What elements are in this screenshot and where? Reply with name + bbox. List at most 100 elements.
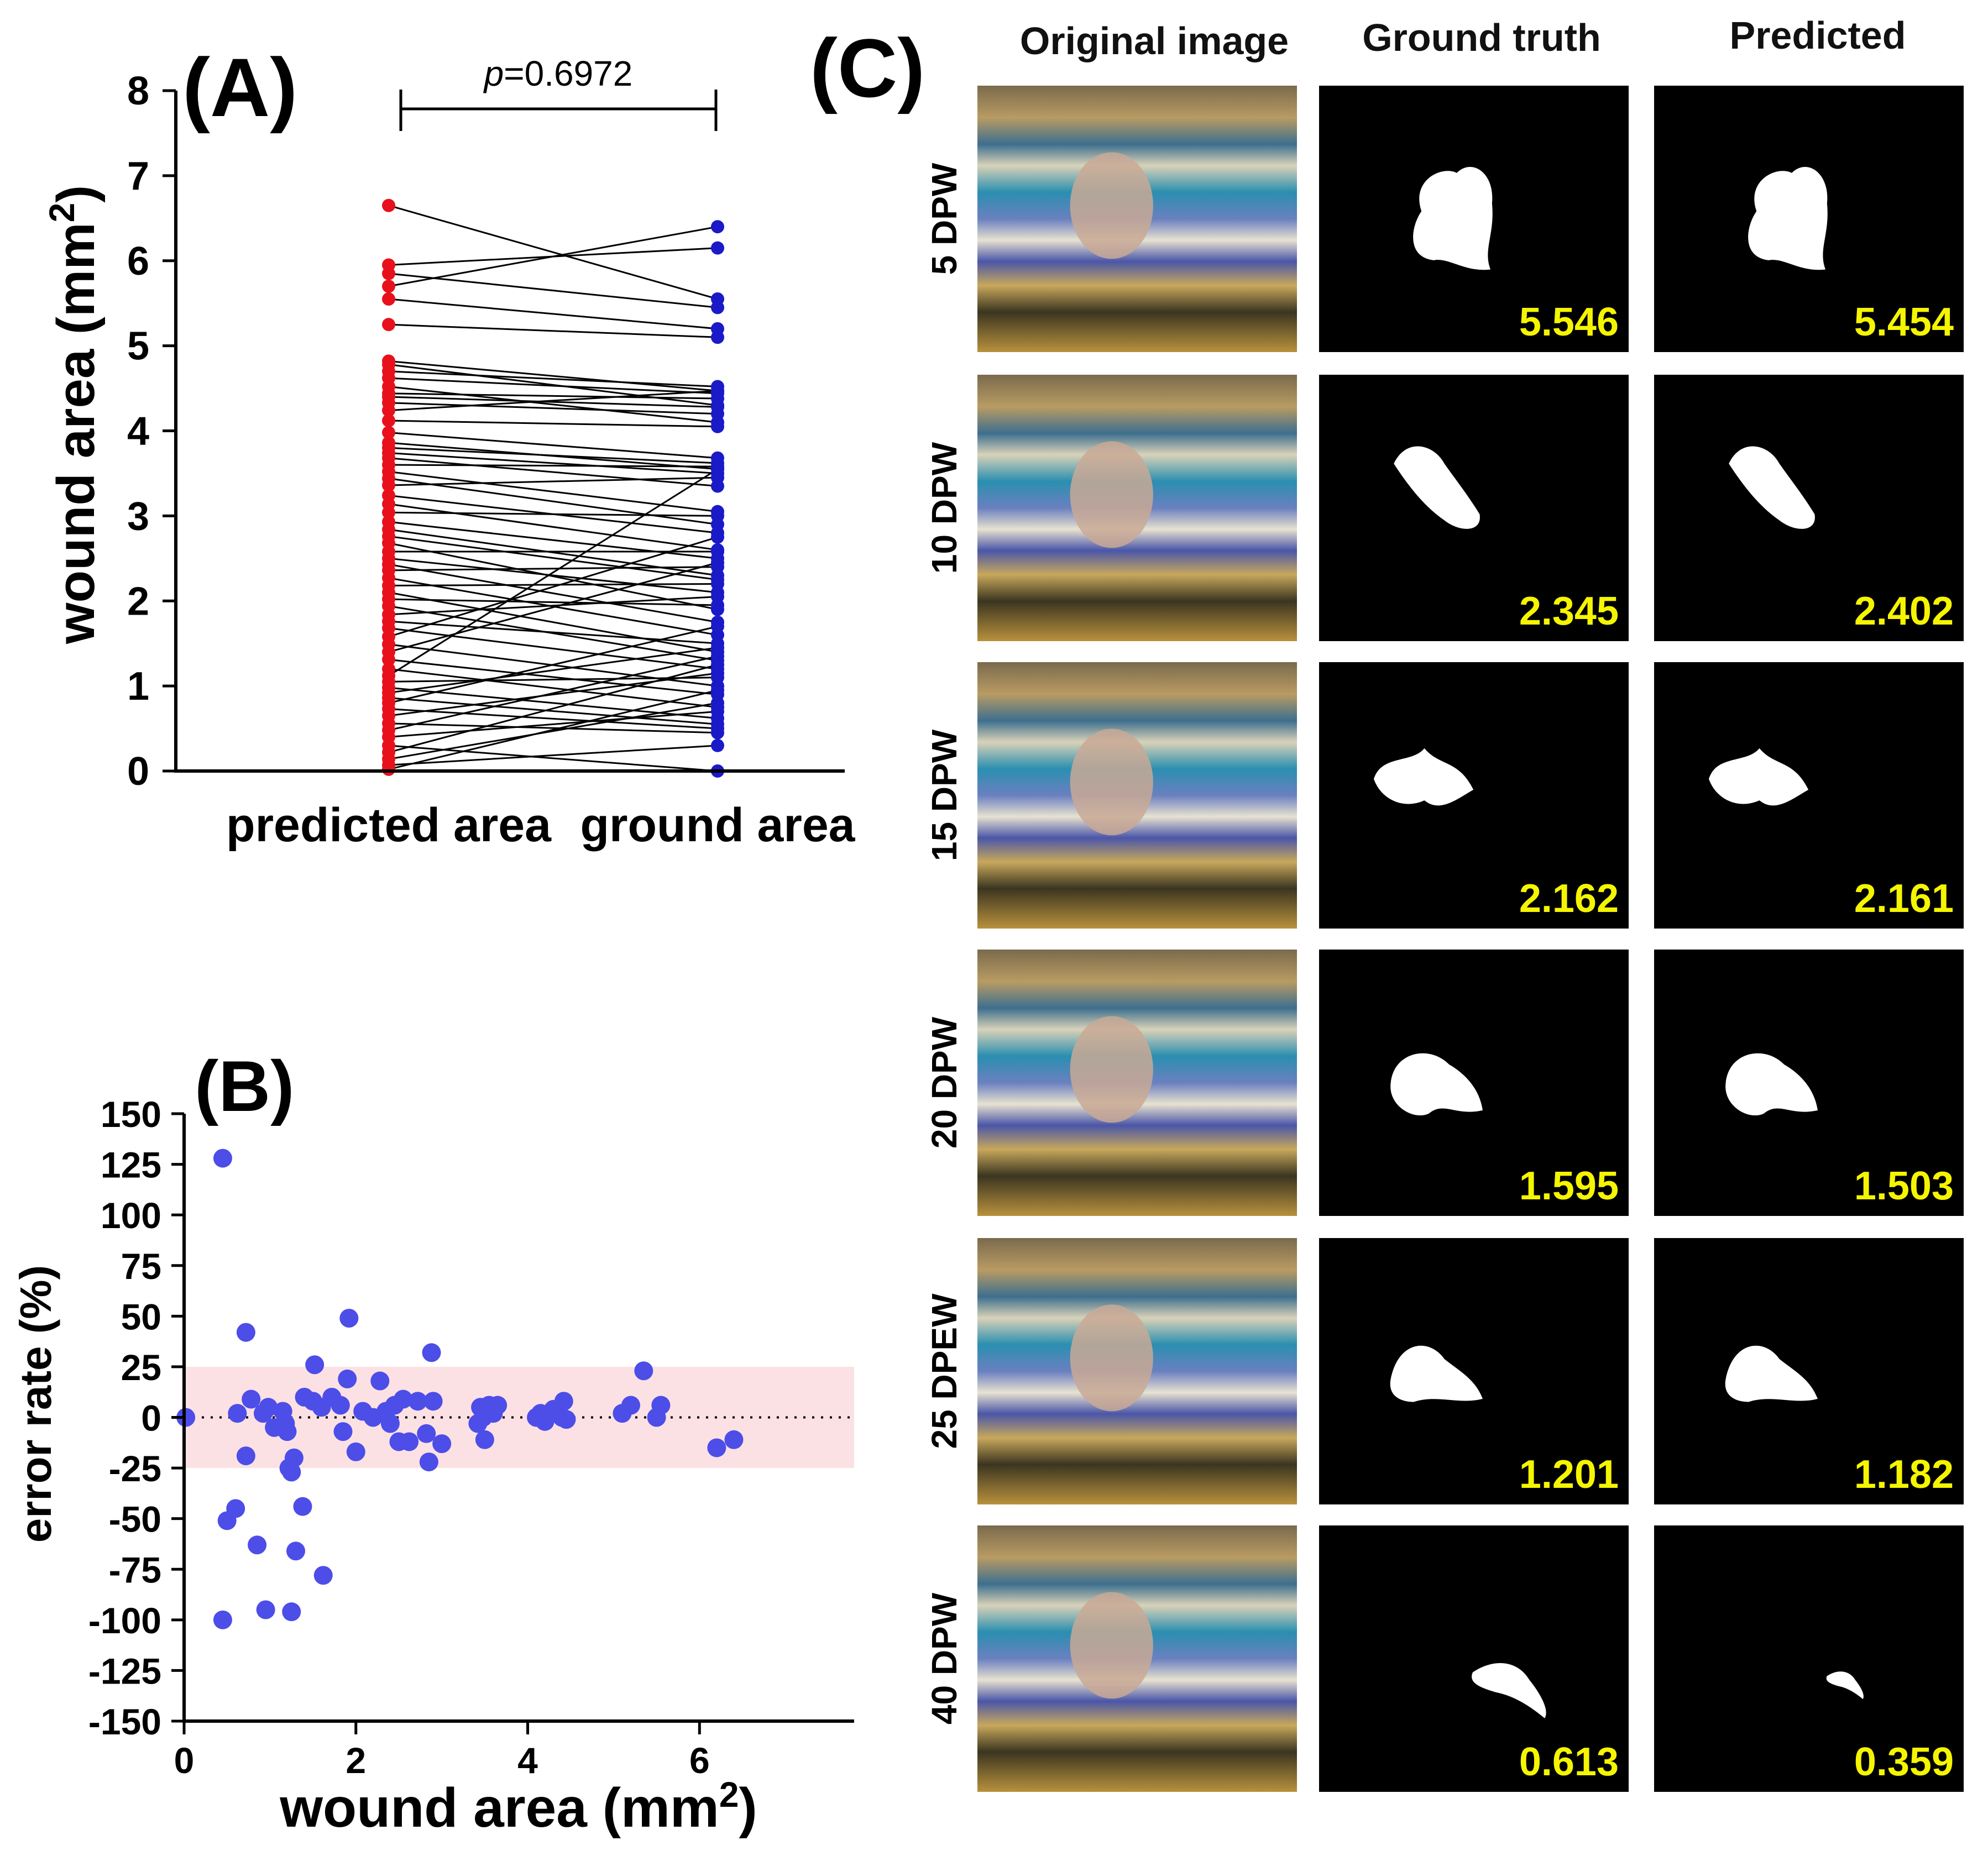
pair-line [388,591,718,653]
b-y-tick-label: 25 [121,1347,161,1388]
error-point [305,1355,325,1375]
error-point [286,1541,305,1561]
ground-point [711,530,724,544]
image-row: 15 DPW 2.162 2.161 [924,662,1964,929]
error-point [236,1446,255,1466]
pair-line [388,598,718,606]
b-y-tick-label: 0 [141,1398,161,1439]
b-x-tick-label: 6 [689,1740,710,1781]
wound-mask-shape [1390,1345,1483,1402]
ground-point [711,620,724,633]
pair-line [388,677,718,683]
pair-line [388,204,718,300]
predicted-point [382,414,395,428]
predicted-point [382,426,395,439]
b-y-tick-label: 50 [121,1296,161,1337]
error-point [408,1392,427,1411]
error-point [634,1361,653,1381]
pair-line [388,697,718,725]
pair-line [388,710,718,738]
error-point [400,1432,419,1451]
header-ground-truth: Ground truth [1362,16,1601,59]
ground-point [711,658,724,672]
pair-line [388,596,718,616]
pair-line [388,708,718,730]
pair-line [388,420,718,428]
error-point [417,1424,436,1443]
pair-line [388,452,718,474]
error-point [339,1308,359,1328]
panel-a-label: (A) [182,41,297,134]
b-x-tick-label: 4 [517,1740,538,1781]
pair-line [388,542,718,611]
error-point [554,1392,573,1411]
ground-point [711,577,724,591]
predicted-area-value: 0.359 [1854,1740,1954,1784]
error-point [621,1396,640,1415]
error-point [236,1323,255,1342]
predicted-point [382,762,395,776]
b-y-tick-label: -75 [109,1549,161,1590]
error-point [284,1448,304,1467]
a-y-axis-label: wound area (mm2) [42,185,106,644]
row-label: 40 DPW [924,1592,964,1724]
error-point [331,1396,350,1415]
pair-dots [382,198,724,778]
a-y-tick-label: 1 [127,664,149,709]
b-x-axis-label: wound area (mm2) [279,1775,757,1839]
pair-line [388,647,718,694]
error-point [282,1602,301,1622]
b-y-ticks: 150 125 100 75 50 25 0 -25 -50 -75 -100 -125 -150 [88,1094,184,1742]
pair-line [388,370,718,387]
pair-line [388,402,718,415]
ground-point [711,590,724,604]
row-label: 15 DPW [924,729,964,861]
a-category-predicted: predicted area [226,799,552,852]
error-point [228,1404,247,1423]
pair-line [388,323,718,338]
error-point [651,1396,671,1415]
ground-point [711,509,724,523]
pair-line [388,686,718,720]
pair-line [388,503,718,551]
paired-area-chart: (A) 0 1 2 3 4 5 6 7 8 predicted area ground area… [42,41,856,852]
error-point [707,1438,726,1457]
b-y-tick-label: -125 [88,1650,161,1691]
ground-point [711,462,724,476]
predicted-area-value: 2.161 [1854,877,1954,921]
pair-line [388,625,718,704]
a-y-tick-label: 3 [127,494,149,538]
a-category-ground: ground area [580,799,856,852]
wound-mask-shape [1748,166,1828,270]
pair-line [388,457,718,487]
ground-point [711,384,724,398]
error-point [432,1434,452,1454]
b-y-tick-label: -150 [88,1701,161,1742]
pair-line [388,470,718,513]
b-x-tick-label: 2 [346,1740,366,1781]
image-row: 25 DPEW 1.201 1.182 [924,1238,1964,1504]
error-point [333,1422,353,1441]
error-point [380,1414,400,1433]
predicted-point [382,506,395,520]
pair-line [388,363,718,406]
pair-line [388,226,718,287]
predicted-point [382,318,395,332]
pair-line [388,392,718,400]
pair-line [388,390,718,412]
row-label: 25 DPEW [924,1293,964,1449]
b-y-tick-label: 75 [121,1246,161,1287]
predicted-area-value: 5.454 [1854,300,1954,344]
pair-line [388,583,718,587]
wound-region [1070,1304,1153,1412]
pair-line [388,557,718,594]
error-point [724,1430,744,1449]
predicted-point [382,653,395,667]
error-point [259,1398,278,1417]
error-point [256,1600,275,1619]
predicted-area-value: 1.182 [1854,1452,1954,1497]
error-points [176,1149,744,1629]
error-point [293,1497,312,1516]
pair-line [388,377,718,395]
b-y-tick-label: 100 [101,1195,161,1236]
